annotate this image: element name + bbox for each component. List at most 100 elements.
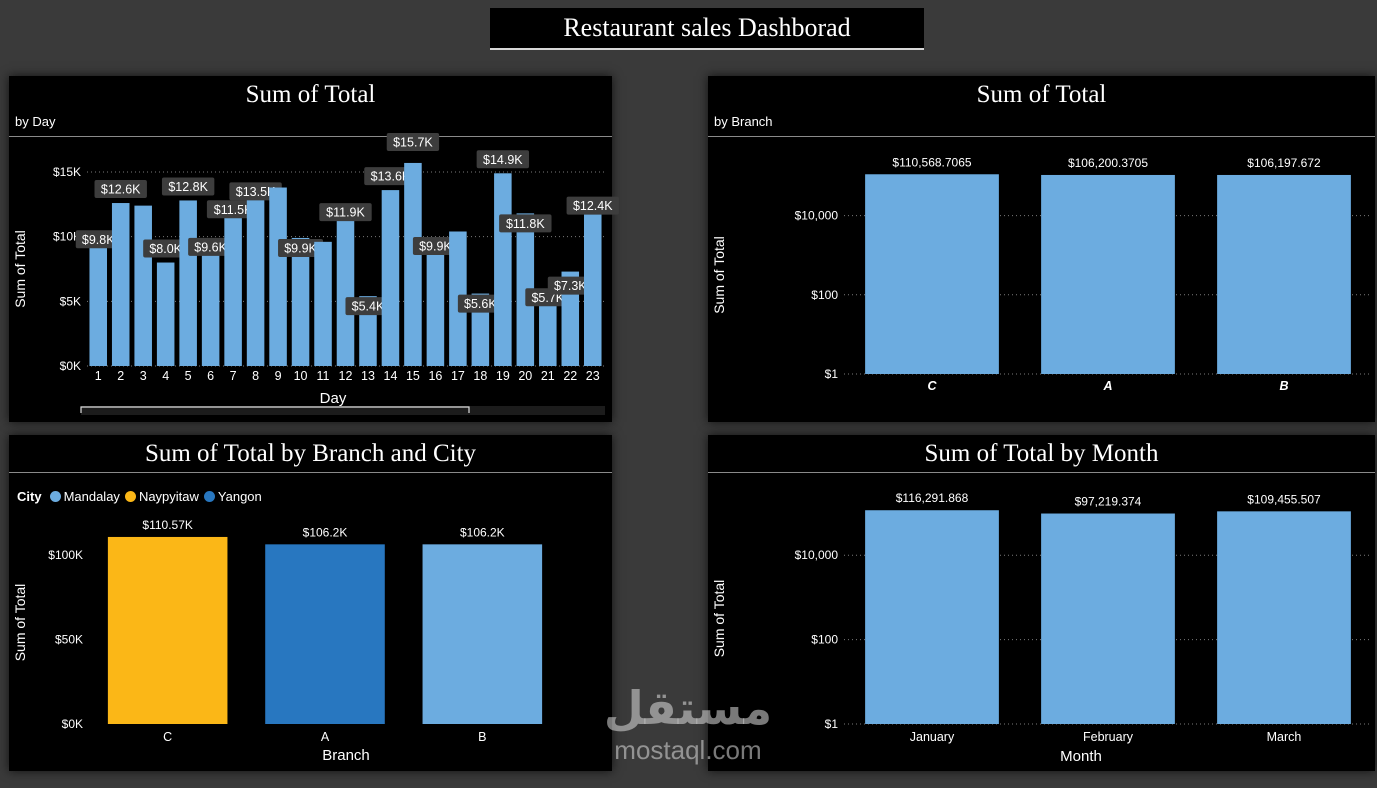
data-label: $15.7K xyxy=(393,136,433,150)
x-tick-label: A xyxy=(1102,379,1112,393)
x-tick-label: March xyxy=(1267,730,1302,744)
data-label: $116,291.868 xyxy=(896,491,969,505)
x-tick-label: 11 xyxy=(317,369,330,383)
bar-a xyxy=(1041,174,1175,374)
mostaql-watermark: مستقل mostaql.com xyxy=(600,680,776,776)
data-label-bg xyxy=(143,239,189,258)
data-label-bg xyxy=(547,276,593,295)
x-tick-label: 5 xyxy=(185,369,192,383)
x-tick-label: 6 xyxy=(207,369,214,383)
bar-9 xyxy=(269,187,287,366)
data-label: $11.5K xyxy=(214,203,253,217)
dashboard-title: Restaurant sales Dashborad xyxy=(490,8,924,50)
data-label-bg xyxy=(319,203,372,222)
data-label: $12.4K xyxy=(573,199,613,213)
y-tick-label: $50K xyxy=(55,632,83,646)
bar-c xyxy=(865,174,999,374)
x-tick-label: 14 xyxy=(384,369,398,383)
x-tick-label: 23 xyxy=(586,369,600,383)
x-tick-label: 12 xyxy=(339,369,353,383)
day-chart-title: Sum of Total xyxy=(245,81,376,108)
x-tick-label: C xyxy=(163,730,172,744)
data-label-bg xyxy=(364,167,417,186)
legend-item-yangon[interactable]: Yangon xyxy=(203,489,262,504)
bar-15 xyxy=(404,162,422,366)
y-tick-label: $0K xyxy=(62,717,83,731)
data-label-bg xyxy=(206,200,260,219)
bar-22 xyxy=(561,271,580,366)
day-chart-subtitle: by Day xyxy=(15,114,56,129)
branch-chart-subtitle: by Branch xyxy=(714,114,773,129)
data-label-bg xyxy=(476,150,530,169)
bar-14 xyxy=(381,190,400,366)
bar-2 xyxy=(111,203,130,366)
bar-6 xyxy=(201,241,220,366)
data-label: $13.6K xyxy=(371,170,411,184)
bar-march xyxy=(1217,511,1351,724)
bar-21 xyxy=(539,292,557,366)
x-tick-label: 22 xyxy=(563,369,577,383)
data-label: $12.6K xyxy=(101,183,141,197)
data-label: $13.5K xyxy=(236,185,276,199)
x-tick-label: 16 xyxy=(428,369,442,383)
scrollbar-thumb xyxy=(80,406,470,413)
branch-city-bar-chart: Sum of Total $0K $50K $100K C $110.57K A $106.2… xyxy=(12,518,543,764)
month-chart-panel[interactable]: Sum of Total by Month Sum of Total $1 $100… xyxy=(708,435,1375,771)
branch-chart-divider xyxy=(708,136,1375,137)
bar-7 xyxy=(224,217,242,366)
legend-label-yangon: Yangon xyxy=(217,489,262,504)
branch-chart-title: Sum of Total xyxy=(976,81,1107,108)
data-label: $97,219.374 xyxy=(1075,495,1142,509)
bar-5 xyxy=(179,200,197,366)
x-tick-label: 1 xyxy=(95,369,102,383)
x-tick-label: B xyxy=(1279,379,1288,393)
branch-city-chart-panel[interactable]: Sum of Total by Branch and City City Man… xyxy=(9,435,612,771)
y-tick-label: $15K xyxy=(53,165,81,179)
x-tick-label: 7 xyxy=(230,369,237,383)
watermark-latin: mostaql.com xyxy=(614,735,762,765)
data-label-bg xyxy=(457,294,503,313)
data-label: $9.9K xyxy=(419,239,452,253)
data-label: $14.9K xyxy=(483,153,523,167)
x-tick-label: 3 xyxy=(140,369,147,383)
data-label: $9.8K xyxy=(82,233,115,247)
data-label-bg xyxy=(75,230,121,249)
month-chart-title: Sum of Total by Month xyxy=(924,440,1159,467)
data-label-bg xyxy=(229,182,282,201)
x-tick-label: January xyxy=(910,730,955,744)
bar-20 xyxy=(516,213,535,366)
data-label: $109,455.507 xyxy=(1247,492,1321,506)
bar-3 xyxy=(134,205,152,366)
bar-b xyxy=(422,544,543,724)
data-label-bg xyxy=(566,196,619,215)
x-tick-label: B xyxy=(478,730,486,744)
x-tick-label: 9 xyxy=(275,369,282,383)
data-label: $11.9K xyxy=(326,206,365,220)
y-tick-label: $10,000 xyxy=(795,209,839,223)
y-tick-label: $100 xyxy=(811,633,838,647)
legend-item-naypyitaw[interactable]: Naypyitaw xyxy=(124,489,199,504)
bar-b xyxy=(1217,174,1351,374)
y-axis-label: Sum of Total xyxy=(711,236,727,314)
x-tick-label: February xyxy=(1083,730,1134,744)
bar-12 xyxy=(336,212,355,366)
day-chart-panel[interactable]: Sum of Total by Day Sum of Total $0K $5K $1… xyxy=(9,76,619,422)
bar-1 xyxy=(89,239,108,366)
data-label: $5.6K xyxy=(464,297,497,311)
bar-4 xyxy=(156,262,175,366)
bar-16 xyxy=(426,237,445,366)
branch-city-chart-divider xyxy=(9,472,612,473)
data-label-bg xyxy=(161,177,215,196)
data-label-bg xyxy=(412,236,458,255)
branch-chart-panel[interactable]: Sum of Total by Branch Sum of Total $1 $10… xyxy=(708,76,1375,422)
x-tick-label: 21 xyxy=(541,369,555,383)
y-tick-label: $1 xyxy=(825,367,839,381)
y-axis-label: Sum of Total xyxy=(12,230,28,308)
bar-8 xyxy=(246,191,265,366)
legend-item-mandalay[interactable]: Mandalay xyxy=(49,489,120,504)
data-label-bg xyxy=(278,238,324,257)
x-axis-label: Month xyxy=(1060,748,1102,765)
city-legend: City Mandalay Naypyitaw Yangon xyxy=(17,489,267,504)
x-axis-label: Branch xyxy=(322,747,370,764)
y-tick-label: $1 xyxy=(825,717,839,731)
